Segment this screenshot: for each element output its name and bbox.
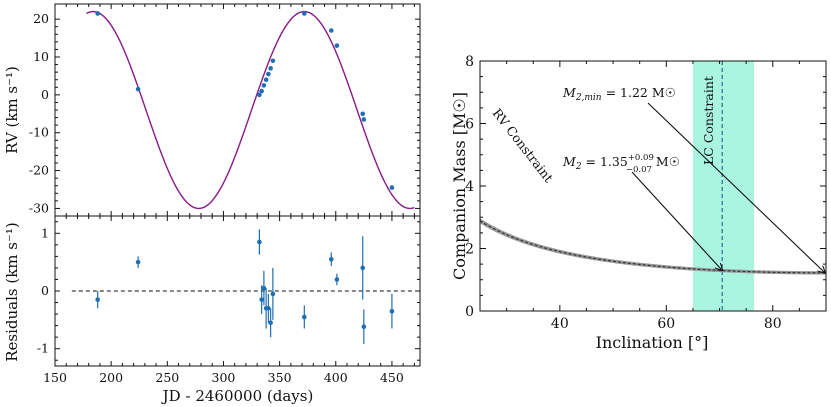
lc-constraint-label: LC Constraint [701,76,716,165]
rv-ticks-group: 20 10 0 -10 -20 -30 [29,4,420,216]
mass-ytick-label: 8 [465,54,474,70]
residuals-xtick-label: 450 [380,370,404,385]
residuals-xtick-label: 250 [155,370,179,385]
residual-point [361,324,367,330]
mass-axis-label: Companion Mass [M☉] [450,92,469,280]
rv-data-point [259,88,264,94]
rv-panel-frame [54,3,421,217]
rv-data-point [361,117,367,122]
residual-point [95,297,100,302]
residuals-ytick-label: 0 [41,283,49,298]
residuals-xtick-label: 150 [43,370,67,385]
rv-ytick-label: -20 [29,163,49,178]
residual-point [328,256,334,262]
rv-model-curve [86,10,415,210]
rv-constraint-curve [479,220,827,274]
rv-data-point [266,71,271,77]
residuals-xtick-label: 300 [212,370,236,385]
residuals-xtick-label: 200 [99,370,123,385]
mass-arrows-group [631,102,825,273]
residual-point [266,306,271,311]
residuals-points-group [95,229,395,345]
residuals-xtick-label: 400 [324,370,348,385]
residual-point [257,239,262,245]
mass-panel: 0 2 4 6 8 40 60 80 Companion Mass [M☉] Inclinat… [450,54,827,352]
rv-data-point [135,86,141,92]
mass-xtick-label: 60 [657,316,675,332]
residuals-ticks-group: 1 0 -1 150 200 250 300 350 400 450 [37,216,420,385]
residual-point [259,297,264,302]
residuals-axis-label: Residuals (km s⁻¹) [3,222,21,362]
rv-data-point [389,185,395,190]
residual-point [268,320,273,326]
m2-arrow [631,171,722,270]
residual-point [360,265,366,271]
residuals-ytick-label: 1 [41,225,49,240]
rv-ytick-label: -10 [29,125,49,140]
residual-point [302,314,307,320]
rv-panel: 20 10 0 -10 -20 -30 RV (km s⁻¹) [3,3,421,217]
rv-data-point [268,66,273,71]
rv-points-group [95,11,395,190]
rv-data-point [302,11,307,16]
rv-constraint-label: RV Constraint [490,106,557,185]
residual-point [261,285,267,291]
rv-data-point [270,58,276,64]
rv-data-point [360,111,366,117]
mmin-annotation: M2,min = 1.22 M☉ [562,85,676,103]
rv-axis-label: RV (km s⁻¹) [3,66,21,154]
rv-data-point [95,11,100,16]
residual-point [135,259,141,265]
residuals-panel: 1 0 -1 150 200 250 300 350 400 450 Residuals (km … [3,215,421,405]
mmin-arrow [647,102,825,273]
rv-ytick-label: -30 [29,200,49,215]
rv-ytick-label: 20 [33,11,49,26]
m2-annotation: M2 = 1.35+0.09 −0.07 M☉ [562,153,680,175]
inclination-axis-label: Inclination [°] [596,333,709,352]
rv-ytick-label: 0 [41,87,49,102]
residual-point [389,308,395,314]
mass-ytick-label: 4 [465,179,474,195]
residuals-ytick-label: -1 [37,341,49,356]
residuals-xtick-label: 350 [268,370,292,385]
rv-data-point [334,43,340,48]
mass-ytick-label: 6 [465,117,474,133]
mass-ytick-label: 0 [465,304,474,320]
rv-data-point [261,83,267,88]
mass-curve-group [479,218,827,275]
jd-axis-label: JD - 2460000 (days) [161,387,314,405]
rv-data-point [257,92,262,98]
rv-ytick-label: 10 [33,49,49,64]
mass-xtick-label: 40 [551,316,569,332]
rv-data-point [328,28,334,33]
residual-point [270,291,276,297]
mass-ytick-label: 2 [465,242,474,258]
residual-point [334,277,340,282]
rv-model-group [86,10,415,210]
rv-data-point [263,77,269,83]
mass-xtick-label: 80 [764,316,782,332]
mass-ticks-group: 0 2 4 6 8 40 60 80 [465,54,827,332]
